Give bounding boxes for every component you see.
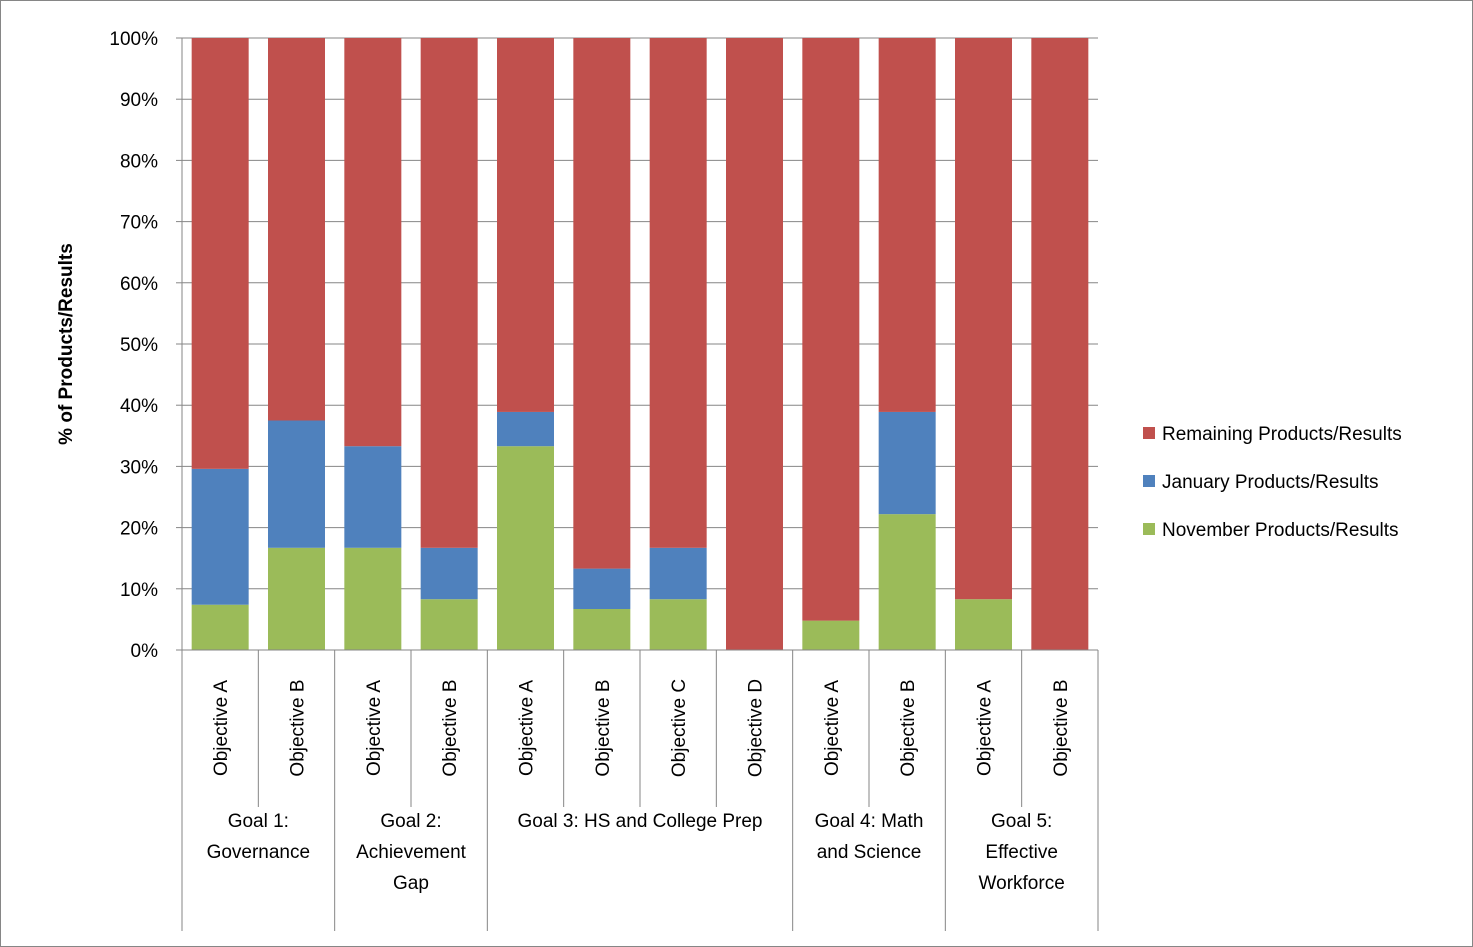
legend-swatch: [1143, 475, 1155, 487]
category-label: Objective B: [440, 679, 461, 776]
bar-remaining-2: [268, 38, 325, 421]
group-label: Goal 1:: [228, 811, 289, 832]
bar-november-9: [802, 620, 860, 650]
bar-january-6: [573, 568, 631, 609]
category-label: Objective A: [211, 680, 232, 776]
group-label: Goal 3: HS and College Prep: [517, 811, 762, 832]
group-label: Gap: [393, 873, 429, 894]
category-label: Objective C: [669, 679, 690, 777]
y-tick-label: 50%: [120, 335, 158, 356]
axes: [176, 37, 1099, 931]
group-labels: Goal 1: Governance Goal 2: Achievement Gap Go…: [207, 811, 1065, 894]
y-tick-label: 10%: [120, 580, 158, 601]
y-tick-label: 20%: [120, 519, 158, 540]
legend-swatch: [1143, 427, 1155, 439]
bar-november-10: [878, 514, 936, 650]
bar-january-1: [191, 468, 249, 605]
category-label: Objective B: [288, 679, 309, 776]
bar-january-3: [344, 446, 402, 548]
bar-november-2: [268, 547, 325, 650]
bar-remaining-12: [1031, 38, 1089, 650]
bar-november-5: [497, 446, 554, 650]
bar-november-7: [649, 599, 707, 650]
bar-november-11: [955, 599, 1012, 650]
bar-november-3: [344, 547, 402, 650]
category-label: Objective A: [822, 680, 843, 776]
bar-remaining-10: [878, 38, 936, 412]
legend-label: January Products/Results: [1162, 472, 1379, 493]
group-label: Workforce: [979, 873, 1065, 894]
y-tick-label: 90%: [120, 90, 158, 111]
bar-january-7: [649, 547, 707, 600]
bar-november-6: [573, 608, 631, 650]
group-label: Goal 2:: [380, 811, 441, 832]
group-label: Goal 4: Math: [815, 811, 924, 832]
bar-remaining-3: [344, 38, 402, 447]
group-label: Goal 5:: [991, 811, 1052, 832]
group-label: and Science: [817, 842, 922, 863]
group-label: Effective: [985, 842, 1058, 863]
bar-remaining-1: [191, 38, 249, 469]
bar-remaining-11: [955, 38, 1012, 600]
group-label: Achievement: [356, 842, 467, 863]
bar-january-2: [268, 420, 325, 548]
y-tick-label: 100%: [109, 29, 158, 50]
bar-remaining-9: [802, 38, 860, 621]
y-tick-label: 60%: [120, 274, 158, 295]
bar-remaining-6: [573, 38, 631, 569]
bar-january-10: [878, 411, 936, 515]
bar-remaining-8: [726, 38, 783, 650]
category-label: Objective B: [1051, 679, 1072, 776]
y-tick-label: 40%: [120, 396, 158, 417]
legend-label: November Products/Results: [1162, 520, 1399, 541]
y-axis-title: % of Products/Results: [56, 243, 77, 445]
gridlines: [182, 37, 1098, 590]
y-tick-label: 0%: [131, 641, 159, 662]
legend-swatch: [1143, 523, 1155, 535]
bars: [191, 38, 1089, 650]
category-labels: Objective A Objective B Objective A Objecti…: [211, 679, 1072, 777]
bar-january-4: [420, 547, 478, 600]
category-label: Objective A: [975, 680, 996, 776]
category-label: Objective B: [898, 679, 919, 776]
y-tick-labels: 0% 10% 20% 30% 40% 50% 60% 70% 80% 90% 100%: [109, 29, 158, 662]
bar-remaining-7: [649, 38, 707, 548]
y-tick-label: 80%: [120, 151, 158, 172]
y-tick-label: 70%: [120, 213, 158, 234]
legend: Remaining Products/Results January Produc…: [1143, 424, 1402, 541]
category-label: Objective B: [593, 679, 614, 776]
y-tick-label: 30%: [120, 457, 158, 478]
category-label: Objective A: [517, 680, 538, 776]
legend-label: Remaining Products/Results: [1162, 424, 1402, 445]
group-label: Governance: [207, 842, 311, 863]
bar-january-5: [497, 411, 554, 447]
bar-november-4: [420, 599, 478, 650]
bar-remaining-4: [420, 38, 478, 548]
category-label: Objective D: [746, 679, 767, 777]
category-label: Objective A: [364, 680, 385, 776]
bar-remaining-5: [497, 38, 554, 412]
bar-november-1: [191, 604, 249, 650]
